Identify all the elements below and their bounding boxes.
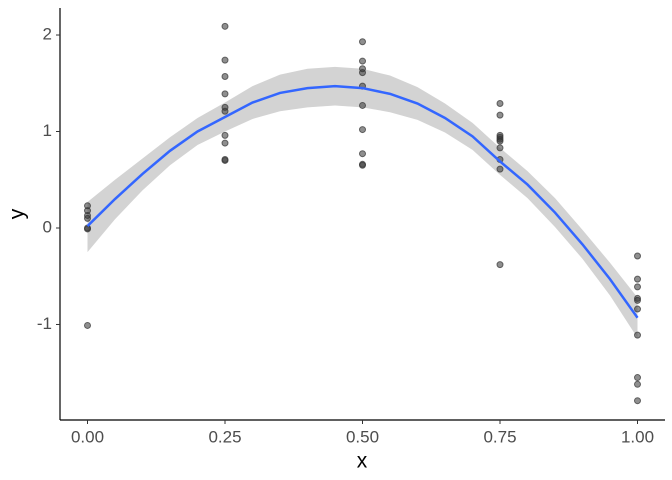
point — [221, 73, 229, 81]
smooth-line — [86, 84, 639, 319]
point — [359, 101, 366, 109]
x-tick-label: 0.25 — [208, 427, 241, 446]
y-axis-title: y — [6, 208, 29, 219]
point — [221, 22, 229, 30]
point — [221, 107, 229, 115]
point — [496, 100, 504, 108]
point — [359, 150, 366, 158]
point — [221, 56, 229, 64]
point — [496, 261, 504, 269]
x-axis-title: x — [357, 450, 368, 473]
point — [221, 139, 229, 147]
point — [496, 165, 504, 173]
point — [359, 161, 366, 169]
point — [359, 57, 366, 65]
point — [359, 38, 366, 46]
point — [84, 321, 91, 329]
x-tick-label: 0.75 — [483, 427, 516, 446]
point — [496, 144, 504, 152]
point — [496, 111, 504, 119]
point — [221, 131, 229, 139]
point — [359, 126, 366, 134]
point — [634, 380, 641, 388]
point — [634, 305, 641, 313]
point — [221, 156, 229, 164]
x-tick-label: 0.50 — [346, 427, 379, 446]
point — [496, 137, 504, 145]
y-tick-label: 1 — [43, 121, 52, 140]
point — [359, 69, 366, 77]
y-tick-label: 0 — [43, 217, 52, 236]
point — [84, 214, 91, 222]
point — [221, 90, 229, 98]
x-tick-label: 0.00 — [71, 427, 104, 446]
x-tick-label: 1.00 — [621, 427, 654, 446]
point — [634, 252, 641, 260]
y-tick-label: 2 — [43, 25, 52, 44]
point — [634, 397, 641, 405]
y-tick-label: -1 — [37, 314, 52, 333]
point — [634, 275, 641, 283]
point — [634, 296, 641, 304]
point — [634, 374, 641, 382]
point — [634, 283, 641, 291]
point — [634, 331, 641, 339]
point — [84, 225, 91, 233]
